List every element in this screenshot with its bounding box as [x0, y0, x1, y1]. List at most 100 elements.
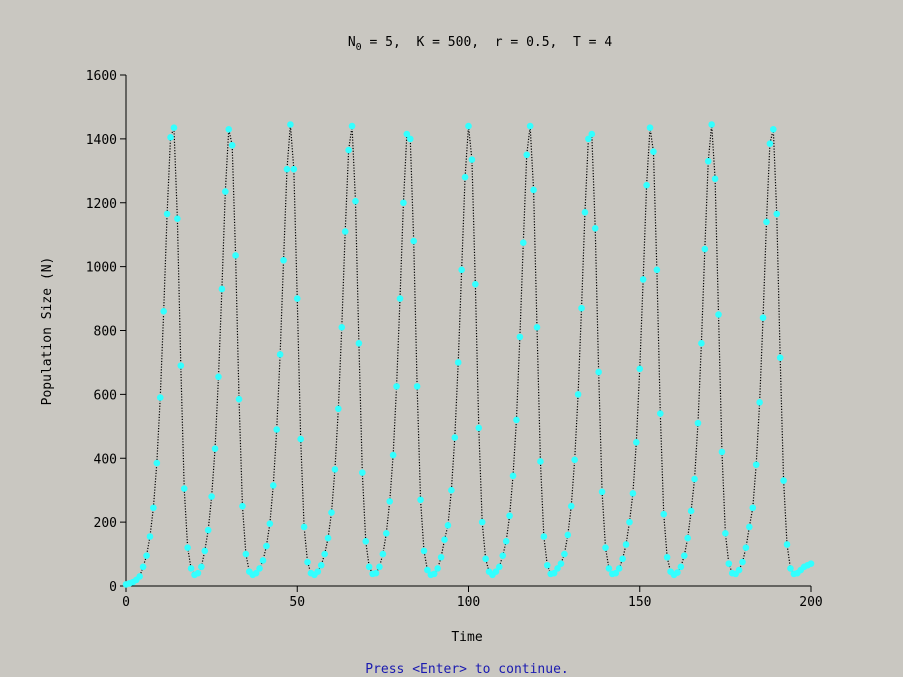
- data-point: [520, 239, 527, 246]
- data-point: [208, 493, 215, 500]
- data-point: [578, 304, 585, 312]
- title-symbol: N: [348, 35, 356, 50]
- data-point: [585, 135, 592, 143]
- data-point: [711, 175, 719, 183]
- data-point: [492, 568, 500, 575]
- data-point: [694, 419, 702, 427]
- data-point: [242, 550, 250, 558]
- data-point: [430, 570, 438, 578]
- data-point: [756, 399, 763, 406]
- data-point: [735, 566, 743, 574]
- data-point: [537, 458, 544, 465]
- data-point: [324, 534, 332, 542]
- data-point: [633, 438, 640, 446]
- y-tick-label: 200: [94, 516, 117, 531]
- data-point: [252, 569, 260, 577]
- data-point: [372, 569, 380, 577]
- data-point: [780, 477, 787, 484]
- data-point: [341, 228, 349, 235]
- y-tick-label: 1400: [86, 133, 117, 148]
- data-point: [314, 568, 322, 575]
- data-point: [448, 486, 455, 494]
- x-tick-label: 0: [122, 595, 130, 610]
- data-point: [554, 565, 561, 572]
- data-point: [657, 410, 664, 417]
- data-point: [561, 550, 568, 558]
- data-point: [465, 122, 472, 130]
- data-point: [150, 504, 157, 512]
- data-point: [386, 498, 394, 505]
- data-point: [622, 541, 630, 548]
- data-point: [396, 295, 404, 302]
- data-point: [273, 426, 281, 433]
- data-point: [752, 461, 760, 468]
- data-point: [691, 475, 698, 483]
- data-point: [400, 199, 407, 207]
- data-point: [612, 569, 620, 577]
- data-point: [235, 395, 243, 403]
- title-subscript: 0: [356, 42, 362, 53]
- data-point: [201, 547, 209, 555]
- data-point: [543, 561, 551, 569]
- data-point: [770, 125, 777, 133]
- data-point: [636, 365, 644, 373]
- data-point: [701, 245, 709, 253]
- data-point: [650, 148, 657, 155]
- data-point: [153, 459, 161, 467]
- data-point: [389, 451, 397, 459]
- data-point: [280, 256, 287, 264]
- y-tick-label: 1600: [86, 69, 117, 84]
- data-point: [163, 210, 171, 218]
- data-point: [605, 565, 613, 572]
- data-point: [787, 565, 794, 572]
- y-axis-label: Population Size (N): [40, 257, 55, 406]
- data-point: [766, 140, 774, 147]
- data-point: [228, 141, 236, 149]
- data-point: [184, 544, 191, 551]
- data-point: [759, 314, 767, 322]
- data-point: [684, 534, 691, 542]
- data-point: [626, 518, 633, 526]
- data-point: [304, 558, 311, 566]
- data-point: [482, 555, 489, 563]
- data-point: [776, 354, 784, 361]
- data-point: [478, 518, 486, 526]
- x-tick-label: 50: [289, 595, 305, 610]
- data-point: [708, 121, 715, 128]
- data-point: [215, 373, 222, 381]
- data-point: [619, 555, 626, 563]
- data-point: [509, 472, 517, 480]
- data-point: [472, 280, 479, 288]
- data-point: [567, 502, 575, 510]
- data-point: [615, 565, 623, 572]
- data-point: [763, 218, 770, 226]
- data-point: [321, 550, 328, 558]
- y-tick-label: 0: [109, 580, 117, 595]
- data-point: [269, 482, 277, 489]
- y-tick-label: 800: [94, 325, 117, 340]
- data-point: [663, 553, 671, 561]
- data-point: [283, 165, 291, 173]
- data-point: [263, 542, 270, 550]
- data-point: [335, 405, 342, 413]
- data-point: [239, 502, 246, 510]
- data-point: [441, 536, 448, 543]
- data-point: [287, 121, 294, 128]
- data-point: [290, 165, 298, 173]
- data-point: [174, 215, 181, 223]
- data-point: [646, 124, 654, 131]
- data-point: [297, 435, 304, 443]
- data-point: [629, 490, 637, 497]
- data-point: [451, 434, 459, 441]
- data-point: [259, 557, 267, 564]
- data-point: [359, 469, 366, 476]
- data-point: [591, 225, 599, 232]
- data-point: [680, 552, 688, 559]
- data-point: [338, 324, 346, 331]
- data-point: [496, 563, 503, 571]
- y-tick-label: 1200: [86, 197, 117, 212]
- x-tick-label: 150: [628, 595, 651, 610]
- data-point: [468, 156, 476, 163]
- data-point: [177, 362, 185, 369]
